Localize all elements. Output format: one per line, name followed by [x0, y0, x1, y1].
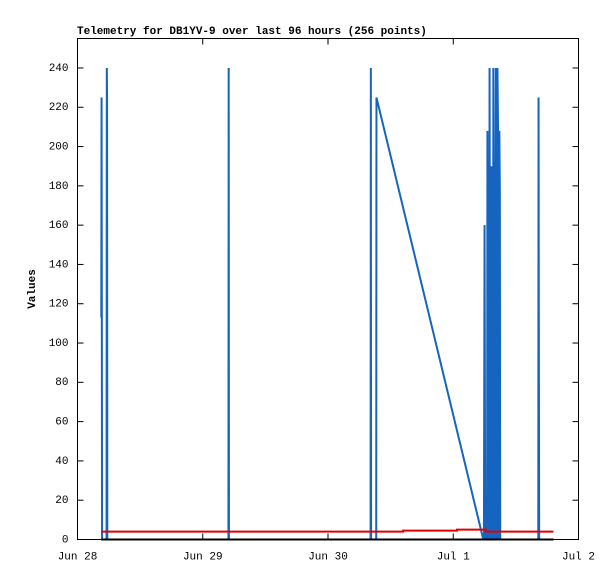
x-tick-label: Jun 28	[58, 551, 98, 563]
y-tick-label: 60	[55, 417, 68, 429]
data-line	[101, 528, 554, 533]
y-tick-label: 140	[49, 259, 69, 271]
x-tick-label: Jun 30	[308, 551, 348, 563]
y-tick-label: 20	[55, 495, 68, 507]
x-tick-label: Jul 1	[437, 551, 470, 563]
y-tick-label: 0	[62, 534, 69, 546]
y-tick-label: 80	[55, 377, 68, 389]
y-tick-label: 220	[49, 102, 69, 114]
chart-title: Telemetry for DB1YV-9 over last 96 hours…	[77, 26, 427, 38]
y-tick-label: 120	[49, 299, 69, 311]
y-axis-label: Values	[27, 269, 39, 309]
data-line	[100, 67, 541, 541]
y-tick-label: 240	[49, 63, 69, 75]
y-tick-label: 40	[55, 456, 68, 468]
plot-frame	[77, 38, 579, 540]
x-tick-label: Jul 2	[562, 551, 595, 563]
y-tick-label: 160	[49, 220, 69, 232]
x-tick-label: Jun 29	[183, 551, 223, 563]
y-tick-label: 100	[49, 338, 69, 350]
y-tick-label: 180	[49, 181, 69, 193]
y-tick-label: 200	[49, 141, 69, 153]
